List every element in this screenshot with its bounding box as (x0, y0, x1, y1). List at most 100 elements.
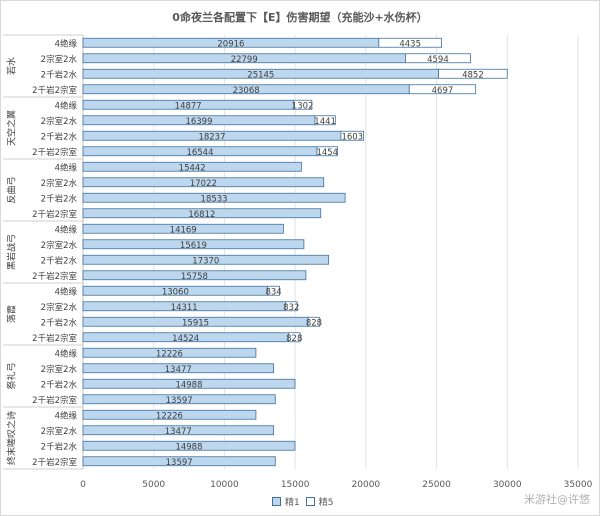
group-label: 天空之翼 (6, 110, 18, 146)
bar-value-label-series-1: 15619 (180, 241, 207, 251)
bar-series-1 (82, 378, 296, 389)
legend-swatch-series-2 (305, 497, 315, 506)
category-tick-label: 4绝缘 (55, 162, 78, 173)
group-label: 反曲弓 (7, 176, 18, 203)
category-tick-label: 4绝缘 (55, 348, 78, 359)
bar-series-1 (82, 270, 307, 281)
x-tick-label: 30000 (493, 480, 522, 490)
bar-value-label-series-2: 832 (283, 303, 299, 313)
category-tick-label: 2千岩2水 (41, 193, 78, 204)
bar-series-1 (82, 456, 276, 467)
bar-value-label-series-1: 15915 (182, 318, 209, 328)
bar-value-label-series-1: 13060 (162, 287, 189, 297)
bar-value-label-series-2: 4594 (427, 55, 449, 65)
bar-value-label-series-2: 828 (286, 334, 302, 344)
bar-value-label-series-1: 13477 (165, 365, 192, 375)
category-tick-label: 2宗室2水 (41, 302, 78, 313)
group-label: 落霞 (6, 305, 18, 323)
bar-value-label-series-1: 23068 (233, 86, 260, 96)
x-tick-label: 25000 (422, 480, 451, 490)
bar-value-label-series-2: 4435 (399, 39, 421, 49)
chart-title: 0命夜兰各配置下【E】伤害期望（充能沙+水伤杯） (172, 11, 428, 24)
category-tick-label: 2宗室2水 (41, 54, 78, 65)
bar-value-label-series-1: 15442 (179, 163, 206, 173)
category-tick-label: 4绝缘 (55, 100, 78, 111)
bar-series-1 (82, 208, 322, 219)
category-tick-label: 2千岩2宗室 (32, 85, 77, 96)
bar-value-label-series-2: 1441 (314, 117, 336, 127)
bar-series-1 (82, 254, 330, 265)
bar-value-label-series-1: 14169 (170, 225, 197, 235)
category-tick-label: 2千岩2水 (41, 255, 78, 266)
bar-value-label-series-2: 834 (265, 287, 281, 297)
x-tick-label: 35000 (564, 480, 593, 490)
bar-series-1 (82, 363, 275, 374)
bar-value-label-series-1: 16399 (185, 117, 212, 127)
category-tick-label: 2千岩2水 (41, 69, 78, 80)
bar-series-1 (82, 347, 257, 358)
category-tick-label: 2千岩2水 (41, 441, 78, 452)
x-tick-label: 10000 (210, 480, 239, 490)
category-tick-label: 4绝缘 (55, 224, 78, 235)
category-tick-label: 4绝缘 (55, 286, 78, 297)
x-tick-label: 0 (80, 480, 86, 490)
bar-value-label-series-1: 16544 (186, 148, 213, 158)
bar-value-label-series-1: 14311 (171, 303, 198, 313)
category-tick-label: 2宗室2水 (41, 116, 78, 127)
bar-value-label-series-2: 4852 (462, 70, 484, 80)
group-label: 若水 (6, 57, 18, 75)
bar-value-label-series-1: 12226 (156, 411, 183, 421)
bar-value-label-series-1: 14988 (175, 380, 202, 390)
bar-value-label-series-1: 13477 (165, 427, 192, 437)
legend: 精1 精5 (272, 495, 333, 508)
legend-swatch-series-1 (272, 497, 281, 506)
category-tick-label: 2宗室2水 (41, 240, 78, 251)
bar-series-2 (314, 115, 336, 126)
group-label: 黑岩战弓 (6, 234, 18, 270)
bar-value-label-series-1: 14524 (172, 334, 199, 344)
bar-series-2 (438, 68, 508, 79)
bar-series-1 (82, 177, 325, 188)
bar-series-2 (307, 316, 321, 327)
category-tick-label: 2千岩2宗室 (32, 271, 77, 282)
category-tick-label: 2宗室2水 (41, 426, 78, 437)
category-tick-label: 2宗室2水 (41, 364, 78, 375)
bar-value-label-series-1: 14877 (175, 101, 202, 111)
category-tick-label: 4绝缘 (55, 38, 78, 49)
bar-series-1 (82, 161, 302, 172)
bar-value-label-series-2: 4697 (432, 86, 454, 96)
bar-series-1 (82, 192, 346, 203)
category-tick-label: 2千岩2宗室 (32, 147, 77, 158)
category-tick-label: 2千岩2水 (41, 317, 78, 328)
bar-value-label-series-1: 16812 (188, 210, 215, 220)
watermark: 米游社@许悠 (524, 493, 590, 506)
bar-series-1 (82, 440, 296, 451)
bar-series-2 (378, 37, 442, 48)
bar-series-1 (82, 223, 284, 234)
x-tick-label: 20000 (352, 480, 381, 490)
bar-series-1 (82, 394, 276, 405)
bar-value-label-series-1: 17370 (192, 256, 219, 266)
legend-label-series-1: 精1 (285, 498, 300, 508)
bar-value-label-series-1: 20916 (217, 39, 244, 49)
bar-series-2 (405, 53, 471, 64)
bar-value-label-series-1: 22799 (231, 55, 258, 65)
bar-value-label-series-1: 18237 (198, 132, 225, 142)
bar-series-2 (288, 332, 301, 343)
bar-value-label-series-2: 1454 (316, 148, 338, 158)
category-tick-label: 2宗室2水 (41, 178, 78, 189)
category-tick-label: 2千岩2水 (41, 131, 78, 142)
category-tick-label: 2千岩2宗室 (32, 209, 77, 220)
bar-series-2 (293, 99, 313, 110)
bar-value-label-series-1: 15758 (181, 272, 208, 282)
group-label: 终末嗟叹之诗 (6, 411, 18, 465)
bar-series-1 (82, 425, 275, 436)
bar-value-label-series-2: 1302 (292, 101, 314, 111)
category-tick-label: 2千岩2宗室 (32, 395, 77, 406)
bar-value-label-series-1: 17022 (190, 179, 217, 189)
category-tick-label: 2千岩2宗室 (32, 457, 77, 468)
bar-value-label-series-1: 13597 (166, 458, 193, 468)
bar-value-label-series-2: 828 (306, 318, 322, 328)
x-tick-label: 15000 (281, 480, 310, 490)
legend-label-series-2: 精5 (318, 498, 334, 508)
